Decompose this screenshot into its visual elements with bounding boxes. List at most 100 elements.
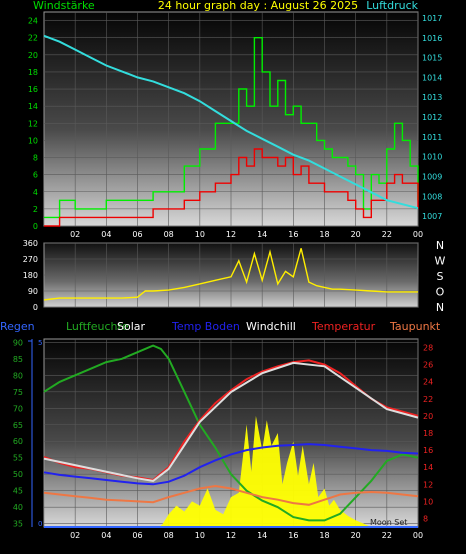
wind-direction-tick-label: 0 (33, 303, 38, 312)
legend-entry: Taupunkt (389, 320, 441, 333)
x-tick-label: 18 (319, 230, 329, 239)
humidity-tick-label: 45 (13, 487, 23, 496)
chart-title: 24 hour graph day : August 26 2025 (158, 0, 358, 12)
legend-entry: Windchill (246, 320, 296, 333)
humidity-tick-label: 75 (13, 388, 23, 397)
x-tick-label: 20 (351, 531, 361, 540)
temperature-tick-label: 26 (423, 361, 433, 370)
temperature-tick-label: 18 (423, 429, 433, 438)
compass-label: W (435, 255, 446, 268)
humidity-tick-label: 90 (13, 338, 23, 347)
temperature-tick-label: 24 (423, 378, 433, 387)
wind-speed-tick-label: 6 (33, 171, 38, 180)
wind-speed-tick-label: 14 (28, 102, 38, 111)
x-tick-label: 08 (164, 230, 174, 239)
wind-speed-tick-label: 20 (28, 51, 38, 60)
x-tick-label: 02 (70, 531, 80, 540)
rain-tick-label: 0 (38, 520, 42, 528)
x-tick-label: 00 (413, 230, 423, 239)
compass-label: O (436, 286, 445, 299)
x-tick-label: 16 (288, 230, 298, 239)
wind-speed-tick-label: 8 (33, 154, 38, 163)
humidity-tick-label: 70 (13, 404, 23, 413)
wind-speed-tick-label: 2 (33, 205, 38, 214)
x-tick-label: 12 (226, 531, 236, 540)
series-line-luftfeuchte (43, 344, 419, 522)
compass-label: S (437, 270, 444, 283)
series-line-windchill (43, 361, 419, 482)
x-tick-label: 12 (226, 230, 236, 239)
humidity-tick-label: 60 (13, 437, 23, 446)
temperature-tick-label: 10 (423, 497, 433, 506)
wind-direction-axis: 0 90 180 270 360 (23, 239, 38, 312)
x-tick-label: 10 (195, 531, 205, 540)
temperature-tick-label: 28 (423, 344, 433, 353)
wind-speed-tick-label: 22 (28, 34, 38, 43)
temperature-tick-label: 14 (423, 463, 433, 472)
temperature-axis: 8 10 12 14 16 18 20 22 24 26 28 (423, 344, 433, 524)
wind-speed-tick-label: 12 (28, 119, 38, 128)
series-line-taupunkt (43, 484, 419, 506)
x-tick-label: 02 (70, 230, 80, 239)
rain-tick-label: 5 (38, 339, 42, 347)
temperature-tick-label: 20 (423, 412, 433, 421)
wind-direction-grid (44, 242, 419, 308)
legend-entry: Temperatur (311, 320, 376, 333)
compass-label: N (436, 301, 444, 314)
pressure-axis-title: Luftdruck (366, 0, 418, 12)
pressure-tick-label: 1013 (422, 93, 442, 102)
wind-pressure-series (43, 34, 419, 227)
x-tick-label: 06 (132, 531, 142, 540)
wind-pressure-grid (44, 12, 419, 227)
series-line-luftdruck (43, 34, 419, 210)
pressure-tick-label: 1017 (422, 14, 442, 23)
wind-direction-series (43, 248, 418, 301)
wind-direction-tick-label: 180 (23, 271, 38, 280)
rain-axis: 50 (28, 339, 42, 528)
humidity-tick-label: 50 (13, 470, 23, 479)
moon-set-label: Moon Set (370, 518, 407, 527)
legend-entry: Regen (0, 320, 35, 333)
series-line-windrichtung (43, 248, 418, 301)
wind-speed-tick-label: 10 (28, 136, 38, 145)
humidity-tick-label: 85 (13, 355, 23, 364)
legend-entry: Temp Boden (171, 320, 240, 333)
wind-direction-tick-label: 360 (23, 239, 38, 248)
x-tick-label: 22 (382, 531, 392, 540)
wind-speed-tick-label: 4 (33, 188, 38, 197)
x-tick-label: 00 (413, 531, 423, 540)
x-tick-label: 08 (164, 531, 174, 540)
temperature-tick-label: 8 (423, 514, 428, 523)
wind-direction-tick-label: 90 (28, 287, 38, 296)
x-tick-label: 06 (132, 230, 142, 239)
pressure-tick-label: 1010 (422, 153, 442, 162)
x-tick-label: 22 (382, 230, 392, 239)
wind-direction-tick-label: 270 (23, 255, 38, 264)
x-tick-label: 14 (257, 531, 267, 540)
temperature-tick-label: 16 (423, 446, 433, 455)
humidity-tick-label: 65 (13, 421, 23, 430)
humidity-axis: 35 40 45 50 55 60 65 70 75 80 85 90 (13, 338, 23, 528)
pressure-tick-label: 1009 (422, 172, 442, 181)
humidity-tick-label: 40 (13, 503, 23, 512)
series-line-windböe (44, 37, 419, 219)
wind-pressure-x-axis: 02 04 06 08 10 12 14 16 18 20 22 00 (70, 230, 423, 239)
x-tick-label: 14 (257, 230, 267, 239)
wind-speed-tick-label: 24 (28, 17, 38, 26)
series-line-temp-boden (43, 443, 419, 486)
pressure-tick-label: 1014 (422, 73, 442, 82)
x-tick-label: 16 (288, 531, 298, 540)
temperature-tick-label: 12 (423, 480, 433, 489)
temperature-series (43, 344, 419, 528)
wind-speed-tick-label: 16 (28, 85, 38, 94)
pressure-axis: 1007 1008 1009 1010 1011 1012 1013 1014 1015 1016… (422, 14, 442, 221)
x-tick-label: 04 (101, 230, 111, 239)
humidity-tick-label: 80 (13, 371, 23, 380)
pressure-tick-label: 1012 (422, 113, 442, 122)
series-line-windgeschwindigkeit (44, 148, 419, 227)
temperature-x-axis: 02 04 06 08 10 12 14 16 18 20 22 00 (70, 531, 423, 540)
